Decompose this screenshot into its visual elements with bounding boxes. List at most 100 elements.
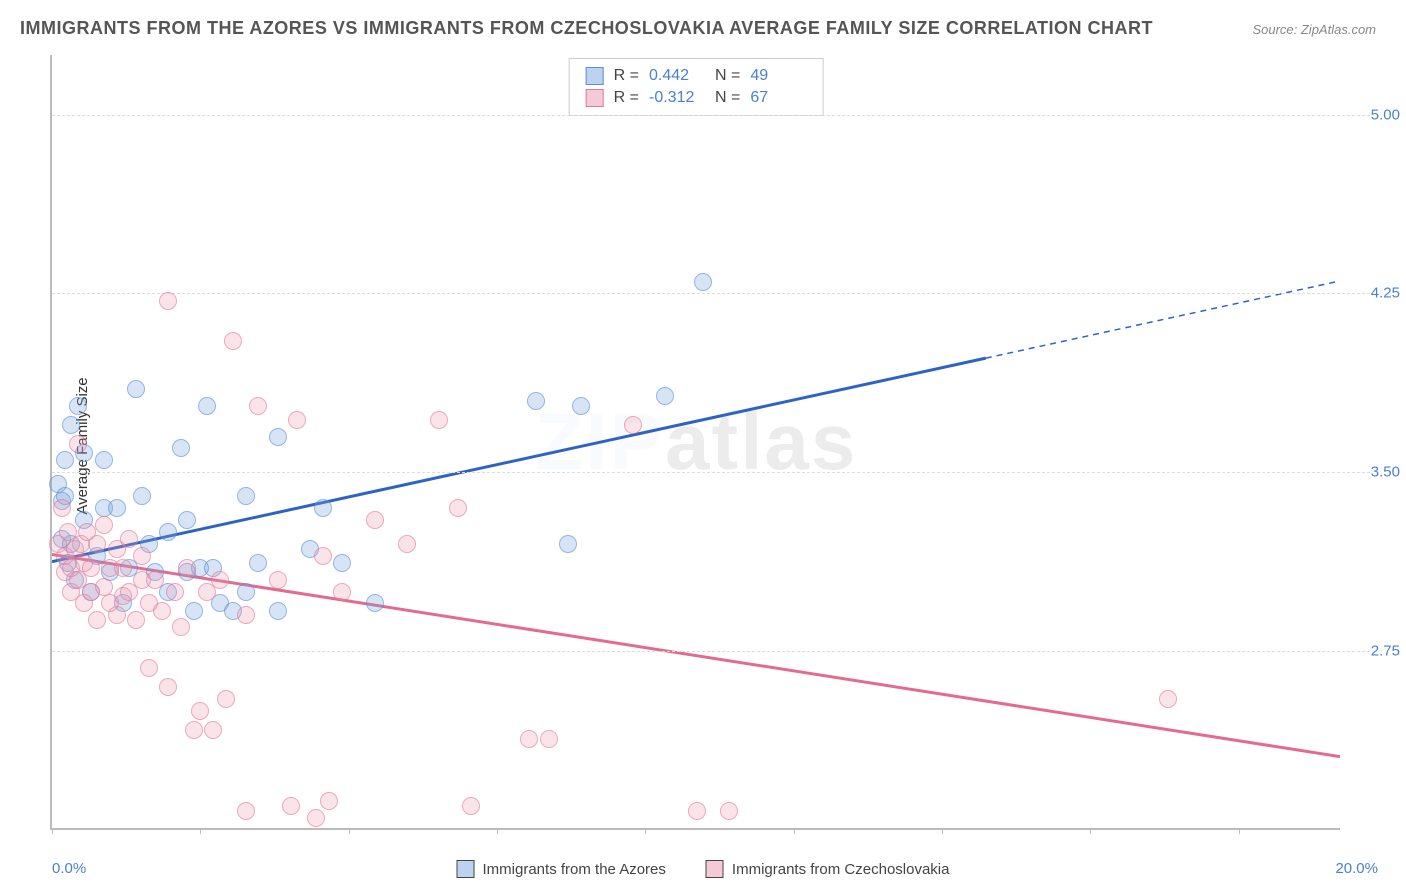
data-point [320, 792, 338, 810]
data-point [224, 332, 242, 350]
data-point [82, 559, 100, 577]
legend-label: Immigrants from Czechoslovakia [732, 861, 950, 878]
data-point [237, 606, 255, 624]
data-point [1159, 690, 1177, 708]
data-point [314, 499, 332, 517]
stat-r-value: -0.312 [649, 89, 705, 107]
x-axis-max-label: 20.0% [1335, 860, 1378, 877]
data-point [140, 659, 158, 677]
data-point [333, 554, 351, 572]
data-point [146, 571, 164, 589]
stat-n-value: 67 [750, 89, 806, 107]
data-point [53, 499, 71, 517]
data-point [178, 511, 196, 529]
legend-swatch [706, 860, 724, 878]
legend-label: Immigrants from the Azores [483, 861, 666, 878]
data-point [95, 451, 113, 469]
data-point [237, 487, 255, 505]
data-point [153, 602, 171, 620]
data-point [114, 559, 132, 577]
stats-legend-box: R = 0.442 N = 49 R = -0.312 N = 67 [569, 58, 824, 116]
x-tick [497, 828, 498, 834]
legend-swatch [457, 860, 475, 878]
bottom-legend: Immigrants from the Azores Immigrants fro… [457, 860, 950, 878]
data-point [269, 571, 287, 589]
data-point [95, 516, 113, 534]
x-tick [349, 828, 350, 834]
data-point [211, 571, 229, 589]
stat-r-label: R = [614, 67, 639, 85]
data-point [430, 411, 448, 429]
data-point [185, 602, 203, 620]
data-point [178, 559, 196, 577]
data-point [624, 416, 642, 434]
y-tick-label: 2.75 [1371, 643, 1400, 660]
stat-n-label: N = [715, 67, 740, 85]
stats-row: R = 0.442 N = 49 [586, 65, 807, 87]
data-point [108, 499, 126, 517]
data-point [88, 611, 106, 629]
data-point [449, 499, 467, 517]
data-point [172, 618, 190, 636]
legend-item: Immigrants from Czechoslovakia [706, 860, 950, 878]
stat-r-label: R = [614, 89, 639, 107]
data-point [127, 611, 145, 629]
stat-r-value: 0.442 [649, 67, 705, 85]
y-tick-label: 5.00 [1371, 106, 1400, 123]
data-point [366, 511, 384, 529]
data-point [269, 428, 287, 446]
stat-n-label: N = [715, 89, 740, 107]
data-point [120, 530, 138, 548]
x-tick [1090, 828, 1091, 834]
source-label: Source: ZipAtlas.com [1252, 22, 1376, 37]
x-axis-min-label: 0.0% [52, 860, 86, 877]
data-point [133, 547, 151, 565]
data-point [572, 397, 590, 415]
data-point [288, 411, 306, 429]
data-point [185, 721, 203, 739]
legend-swatch [586, 89, 604, 107]
data-point [133, 487, 151, 505]
data-point [540, 730, 558, 748]
grid-line [52, 651, 1370, 652]
grid-line [52, 293, 1370, 294]
data-point [159, 678, 177, 696]
grid-line [52, 472, 1370, 473]
data-point [249, 397, 267, 415]
data-point [694, 273, 712, 291]
x-tick [52, 828, 53, 834]
data-point [69, 397, 87, 415]
data-point [198, 397, 216, 415]
data-point [56, 451, 74, 469]
data-point [159, 523, 177, 541]
data-point [108, 606, 126, 624]
data-point [166, 583, 184, 601]
data-point [69, 435, 87, 453]
stat-n-value: 49 [750, 67, 806, 85]
data-point [314, 547, 332, 565]
data-point [656, 387, 674, 405]
data-point [159, 292, 177, 310]
x-tick [1239, 828, 1240, 834]
data-point [62, 416, 80, 434]
data-point [398, 535, 416, 553]
stats-row: R = -0.312 N = 67 [586, 87, 807, 109]
legend-swatch [586, 67, 604, 85]
legend-item: Immigrants from the Azores [457, 860, 666, 878]
data-point [127, 380, 145, 398]
page-title: IMMIGRANTS FROM THE AZORES VS IMMIGRANTS… [20, 18, 1153, 39]
data-point [95, 578, 113, 596]
data-point [520, 730, 538, 748]
data-point [282, 797, 300, 815]
data-point [217, 690, 235, 708]
data-point [688, 802, 706, 820]
data-point [307, 809, 325, 827]
x-tick [794, 828, 795, 834]
trend-lines [52, 55, 1340, 828]
y-tick-label: 3.50 [1371, 464, 1400, 481]
data-point [720, 802, 738, 820]
data-point [527, 392, 545, 410]
data-point [366, 594, 384, 612]
data-point [237, 583, 255, 601]
data-point [237, 802, 255, 820]
